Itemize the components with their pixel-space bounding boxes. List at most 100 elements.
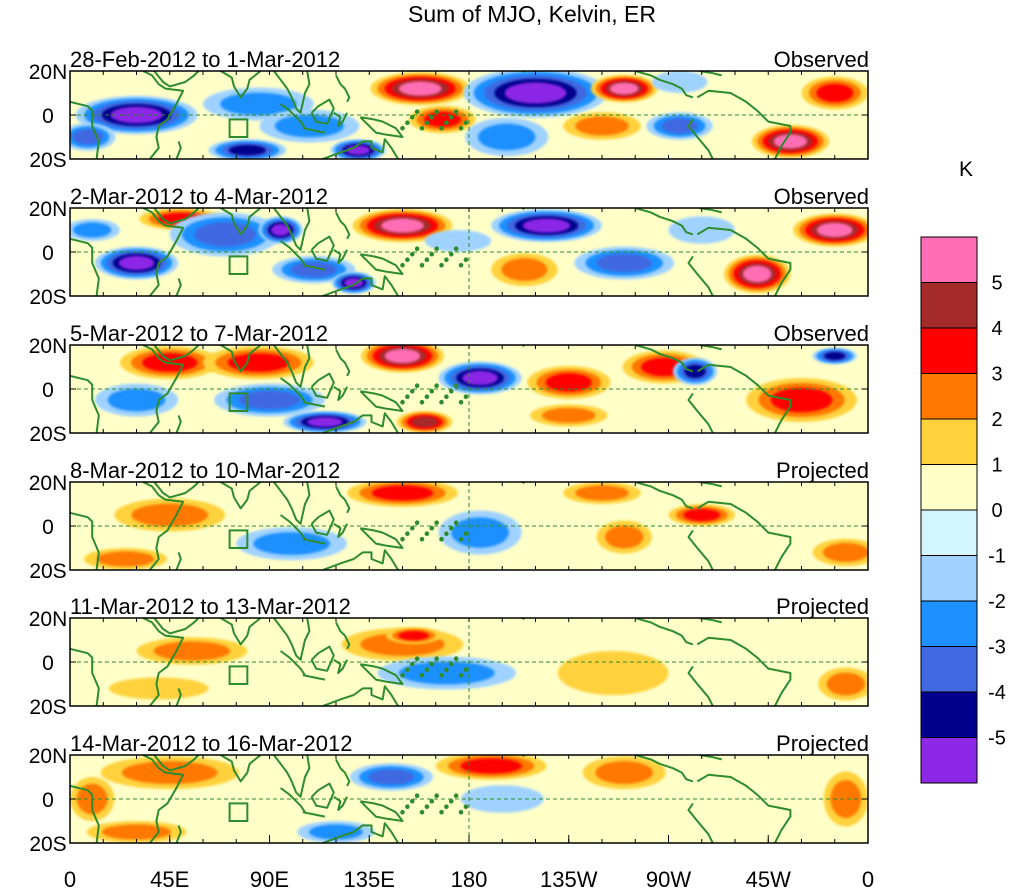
island-dot bbox=[444, 667, 449, 673]
anomaly-contour bbox=[118, 255, 155, 271]
coastline bbox=[273, 618, 311, 661]
coastline bbox=[70, 100, 100, 159]
island-dot bbox=[439, 672, 444, 678]
coastline bbox=[310, 372, 335, 399]
coastline bbox=[70, 784, 100, 843]
coastline bbox=[142, 618, 185, 706]
panel: 20N 0 20S 5-Mar-2012 to 7-Mar-2012 Observed bbox=[29, 321, 869, 446]
island-dot bbox=[448, 251, 454, 257]
anomaly-contour bbox=[742, 265, 772, 283]
colorbar-tick-label: -4 bbox=[988, 682, 1006, 704]
anomaly-contour bbox=[541, 407, 596, 424]
y-tick-label: 20N bbox=[29, 745, 68, 768]
anomaly-contour bbox=[575, 116, 629, 136]
coastline bbox=[696, 89, 792, 159]
anomaly-contour bbox=[368, 769, 415, 785]
island-dot bbox=[448, 388, 454, 394]
coastline bbox=[153, 618, 200, 635]
island-dot bbox=[458, 399, 464, 405]
island-dot bbox=[429, 251, 435, 257]
y-tick-label: 0 bbox=[42, 516, 54, 539]
coastline bbox=[322, 549, 399, 570]
x-tick-label: 0 bbox=[862, 867, 874, 889]
island-dot bbox=[414, 520, 420, 526]
coastlines bbox=[70, 482, 792, 570]
island-dot bbox=[463, 257, 469, 263]
anomaly-contour bbox=[462, 370, 498, 386]
island-dot bbox=[453, 246, 459, 251]
island-dot bbox=[453, 656, 459, 662]
coastline bbox=[142, 71, 185, 159]
coastline bbox=[273, 755, 311, 798]
coastline bbox=[696, 500, 792, 570]
island-dot bbox=[448, 798, 454, 804]
anomaly-contour bbox=[271, 224, 291, 236]
anomaly-contour bbox=[309, 824, 363, 840]
island-dot bbox=[405, 257, 410, 263]
colorbar-swatch bbox=[920, 373, 978, 420]
y-tick-label: 20S bbox=[29, 423, 66, 446]
anomaly-contour bbox=[131, 503, 209, 527]
anomaly-contour bbox=[816, 222, 853, 238]
x-tick-label: 90E bbox=[250, 867, 289, 889]
colorbar-unit: K bbox=[959, 158, 973, 181]
panel-status-label: Observed bbox=[774, 321, 869, 346]
coastlines bbox=[70, 755, 792, 843]
y-tick-label: 0 bbox=[42, 242, 54, 265]
island-dot bbox=[439, 809, 444, 815]
anomaly-contour bbox=[228, 144, 266, 156]
y-tick-label: 20N bbox=[29, 61, 68, 84]
coastlines bbox=[70, 618, 792, 706]
coastline bbox=[359, 663, 404, 685]
coastline bbox=[635, 482, 694, 510]
colorbar-swatch bbox=[920, 464, 978, 511]
anomaly-contour bbox=[238, 390, 301, 410]
colorbar-swatch bbox=[920, 600, 978, 647]
coastline bbox=[175, 688, 182, 706]
anomaly-contour bbox=[398, 81, 442, 96]
anomaly-contour bbox=[107, 388, 166, 412]
panel-date-range: 8-Mar-2012 to 10-Mar-2012 bbox=[70, 458, 340, 483]
anomaly-contour bbox=[773, 134, 808, 149]
island-dot bbox=[414, 793, 420, 799]
coastline bbox=[335, 758, 351, 787]
coastline bbox=[322, 822, 399, 843]
colorbar-tick-label: -1 bbox=[988, 546, 1006, 568]
coastline bbox=[280, 514, 306, 540]
anomaly-contour bbox=[411, 416, 438, 428]
coastline bbox=[687, 255, 714, 296]
island-dot bbox=[429, 388, 435, 394]
anomaly-contour bbox=[460, 785, 544, 813]
island-dot bbox=[405, 531, 410, 537]
island-dot bbox=[414, 656, 420, 662]
anomaly-contour bbox=[504, 82, 567, 104]
coastline bbox=[70, 374, 100, 433]
anomaly-contour bbox=[595, 761, 653, 785]
anomaly-contour bbox=[101, 824, 172, 840]
coastline bbox=[310, 645, 335, 672]
x-tick-label: 135E bbox=[344, 867, 395, 889]
island-dot bbox=[409, 525, 415, 531]
island-dot bbox=[429, 114, 435, 120]
y-tick-label: 20N bbox=[29, 198, 68, 221]
coastline bbox=[333, 658, 348, 674]
island-dot bbox=[424, 531, 430, 537]
coastline bbox=[635, 618, 694, 646]
coastline bbox=[280, 787, 306, 813]
panel-status-label: Observed bbox=[774, 184, 869, 209]
island-dot bbox=[400, 125, 405, 131]
island-dot bbox=[419, 125, 425, 131]
coastline bbox=[696, 773, 792, 843]
colorbar-tick-label: 3 bbox=[991, 364, 1002, 386]
island-dot bbox=[419, 809, 425, 815]
coastline bbox=[220, 208, 262, 236]
island-dot bbox=[419, 399, 425, 405]
anomaly-contour bbox=[384, 348, 421, 364]
anomaly-contour bbox=[227, 353, 290, 372]
region-box bbox=[228, 255, 249, 275]
x-tick-label: 180 bbox=[451, 867, 488, 889]
panel-date-range: 5-Mar-2012 to 7-Mar-2012 bbox=[70, 321, 328, 346]
coastline bbox=[687, 802, 714, 843]
island-dot bbox=[405, 667, 410, 673]
island-dot bbox=[463, 667, 469, 673]
